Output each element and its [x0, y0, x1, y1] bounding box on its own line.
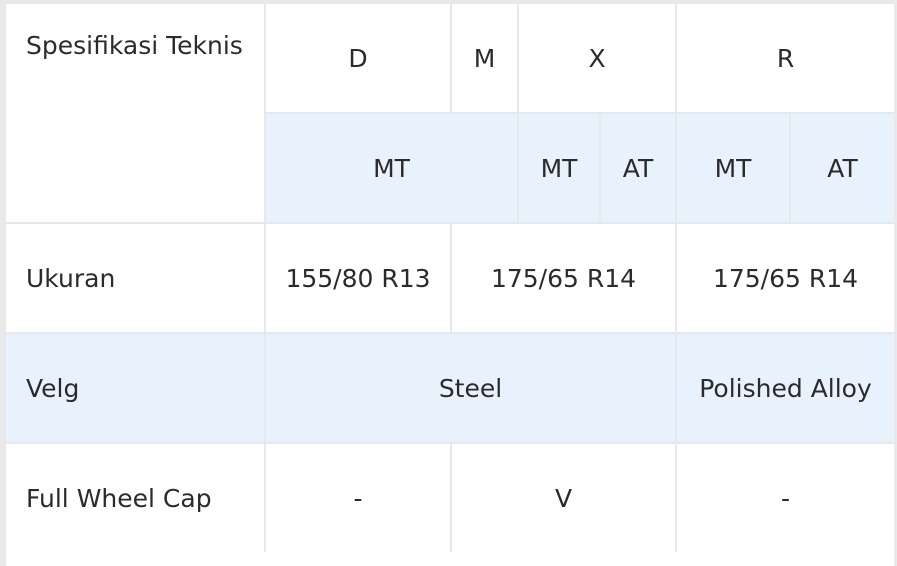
variant-d-header: D	[264, 4, 452, 114]
variant-x-header: X	[516, 4, 678, 114]
velg-dmx-value: Steel	[263, 332, 678, 444]
variant-r-header: R	[675, 4, 895, 114]
variant-m-header: M	[450, 4, 519, 114]
transmission-r-mt: MT	[675, 112, 792, 224]
ukuran-mx-value: 175/65 R14	[449, 222, 678, 334]
row-label-velg: Velg	[6, 332, 266, 444]
ukuran-r-value: 175/65 R14	[675, 222, 895, 334]
wheel-cap-mx-value: V	[449, 442, 678, 552]
table-row: Full Wheel Cap - V -	[6, 442, 895, 552]
header-variant-row: Spesifikasi Teknis D M X R	[6, 4, 895, 224]
ukuran-d-value: 155/80 R13	[264, 222, 452, 334]
header-transmission-row: MT MT AT MT AT	[6, 112, 895, 224]
wheel-cap-d-value: -	[264, 442, 452, 552]
transmission-r-at: AT	[789, 112, 895, 224]
table-row: Velg Steel Polished Alloy	[6, 332, 895, 444]
row-label-full-wheel-cap: Full Wheel Cap	[6, 442, 266, 552]
spec-table-container: Spesifikasi Teknis D M X R MT MT AT MT A…	[6, 4, 895, 566]
row-label-ukuran: Ukuran	[6, 222, 266, 334]
wheel-cap-r-value: -	[675, 442, 895, 552]
transmission-dm-mt: MT	[265, 112, 519, 224]
spec-header-label: Spesifikasi Teknis	[6, 4, 266, 224]
table-row: Ukuran 155/80 R13 175/65 R14 175/65 R14	[6, 222, 895, 334]
velg-r-value: Polished Alloy	[675, 332, 895, 444]
transmission-x-mt: MT	[517, 112, 601, 224]
transmission-x-at: AT	[598, 112, 678, 224]
spec-table: Spesifikasi Teknis D M X R MT MT AT MT A…	[6, 4, 895, 552]
